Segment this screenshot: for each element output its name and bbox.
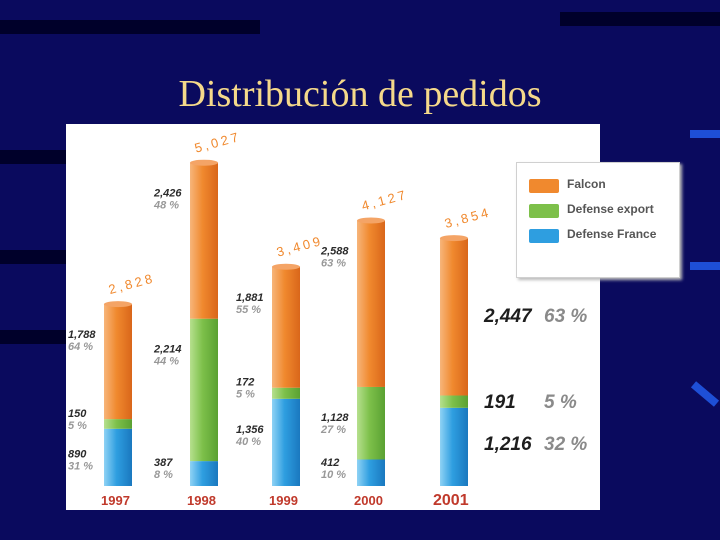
background-stripe [690,381,720,407]
bar-defense-france-1999 [272,398,300,486]
value-label-falcon-1998: 2,426 [153,188,182,200]
bar-defense-france-1997 [104,428,132,486]
legend-swatch-defense-export [529,204,559,218]
pct-label-defense-export-2000: 27 % [320,424,346,436]
legend-swatch-defense-france [529,229,559,243]
legend: Falcon Defense export Defense France [516,162,680,278]
bar-defense-france-2001 [440,407,468,486]
legend-swatch-falcon [529,179,559,193]
bar-defense-export-2001 [440,395,468,408]
big-value-label-defense-france: 1,216 [484,434,532,455]
value-label-defense-france-1999: 1,356 [236,424,264,436]
bar-defense-export-1999 [272,387,300,399]
legend-label: Defense France [567,227,657,241]
total-label-1997: 2,828 [107,270,157,297]
legend-label: Defense export [567,202,654,216]
value-label-falcon-1999: 1,881 [236,292,264,304]
value-label-defense-france-1997: 890 [68,448,87,460]
pct-label-defense-france-1997: 31 % [68,460,93,472]
value-label-falcon-1997: 1,788 [68,329,96,341]
value-label-defense-export-2000: 1,128 [321,412,349,424]
pct-label-defense-export-1998: 44 % [153,356,179,368]
year-label-1999: 1999 [269,493,298,508]
value-label-defense-france-2000: 412 [320,457,339,469]
slide-title: Distribución de pedidos [178,73,542,115]
background-stripe [0,20,260,34]
value-label-falcon-2000: 2,588 [320,246,349,258]
pct-label-defense-export-1999: 5 % [236,389,255,401]
background-stripe [0,250,66,264]
bar-defense-france-2000 [357,459,385,486]
legend-label: Falcon [567,177,606,191]
background-stripe [560,12,720,26]
background-stripe [690,262,720,270]
bar-falcon-1997 [104,304,132,420]
value-label-defense-export-1999: 172 [236,377,254,389]
year-label-2000: 2000 [354,493,383,508]
bar-cap-2001 [440,235,468,242]
big-pct-label-falcon: 63 % [544,306,587,327]
bar-defense-export-1998 [190,318,218,462]
value-label-defense-france-1998: 387 [154,457,173,469]
total-label-2000: 4,127 [360,187,410,214]
total-label-1999: 3,409 [275,233,325,260]
big-pct-label-defense-export: 5 % [544,392,577,413]
bar-falcon-1999 [272,266,300,388]
value-label-defense-export-1997: 150 [68,408,87,420]
bar-falcon-1998 [190,162,218,319]
bar-cap-1998 [190,159,218,166]
total-label-2001: 3,854 [443,204,493,231]
bar-defense-france-1998 [190,461,218,486]
big-value-label-defense-export: 191 [484,392,516,413]
bar-cap-1997 [104,301,132,308]
pct-label-defense-france-1998: 8 % [154,469,173,481]
pct-label-defense-france-1999: 40 % [235,436,261,448]
pct-label-defense-france-2000: 10 % [321,469,346,481]
total-label-1998: 5,027 [193,129,243,156]
big-value-label-falcon: 2,447 [483,306,533,327]
big-pct-label-defense-france: 32 % [544,434,587,455]
bars-layer [104,159,468,486]
year-label-1998: 1998 [187,493,216,508]
bar-falcon-2001 [440,238,468,396]
year-label-1997: 1997 [101,493,130,508]
value-label-defense-export-1998: 2,214 [153,344,182,356]
pct-label-defense-export-1997: 5 % [68,420,87,432]
bar-falcon-2000 [357,220,385,387]
background-stripe [0,150,66,164]
bar-cap-2000 [357,217,385,224]
bar-cap-1999 [272,263,300,270]
background-stripe [0,330,66,344]
chart-panel: 2,828 1997 890 31 % 150 5 % 1,788 64 % 5,027 1998… [66,124,600,510]
bar-defense-export-1997 [104,419,132,429]
pct-label-falcon-1999: 55 % [236,304,261,316]
bar-defense-export-2000 [357,386,385,460]
pct-label-falcon-1997: 64 % [68,341,93,353]
background-stripe [690,130,720,138]
year-label-2001: 2001 [433,492,469,509]
pct-label-falcon-1998: 48 % [153,200,179,212]
pct-label-falcon-2000: 63 % [321,258,346,270]
